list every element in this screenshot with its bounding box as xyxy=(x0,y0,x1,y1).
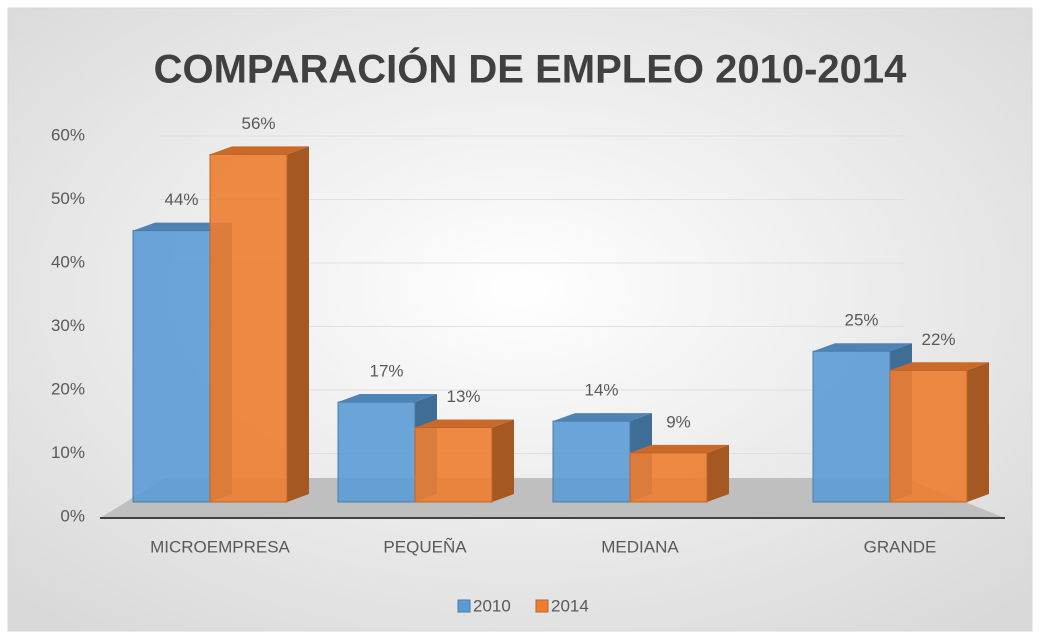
bar-top xyxy=(890,362,989,371)
y-tick-label: 40% xyxy=(51,252,85,271)
bar-top xyxy=(553,413,652,422)
bar-top xyxy=(338,394,437,403)
y-tick-label: 50% xyxy=(51,189,85,208)
bar xyxy=(209,153,288,503)
bar xyxy=(552,420,631,503)
data-label: 25% xyxy=(844,311,878,330)
data-label: 13% xyxy=(446,387,480,406)
y-tick-label: 60% xyxy=(51,125,85,144)
bar xyxy=(889,369,968,503)
bar-top xyxy=(813,343,912,352)
chart-title: COMPARACIÓN DE EMPLEO 2010-2014 xyxy=(154,46,908,92)
bar-side xyxy=(287,146,309,502)
legend-swatch xyxy=(535,599,549,613)
bar-side xyxy=(707,444,729,502)
legend-swatch xyxy=(457,599,471,613)
bar-top xyxy=(415,419,514,428)
bar xyxy=(414,426,493,503)
data-label: 14% xyxy=(584,381,618,400)
y-tick-label: 20% xyxy=(51,379,85,398)
legend-label: 2014 xyxy=(551,596,589,615)
x-tick-label: MICROEMPRESA xyxy=(150,537,290,556)
bar-side xyxy=(492,419,514,502)
data-label: 44% xyxy=(164,190,198,209)
bar-top xyxy=(210,146,309,155)
bar-side xyxy=(967,362,989,502)
bar xyxy=(132,230,211,503)
x-tick-label: GRANDE xyxy=(864,537,937,556)
y-tick-label: 0% xyxy=(60,506,85,525)
data-label: 56% xyxy=(241,114,275,133)
data-label: 22% xyxy=(921,330,955,349)
bar xyxy=(337,401,416,503)
bar xyxy=(629,452,708,503)
bar-top xyxy=(630,444,729,453)
x-tick-label: PEQUEÑA xyxy=(383,537,467,556)
bar xyxy=(812,350,891,503)
bar-top xyxy=(133,222,232,231)
x-tick-label: MEDIANA xyxy=(601,537,679,556)
legend-label: 2010 xyxy=(473,596,511,615)
y-tick-label: 10% xyxy=(51,443,85,462)
data-label: 17% xyxy=(369,362,403,381)
data-label: 9% xyxy=(666,412,691,431)
y-tick-label: 30% xyxy=(51,316,85,335)
